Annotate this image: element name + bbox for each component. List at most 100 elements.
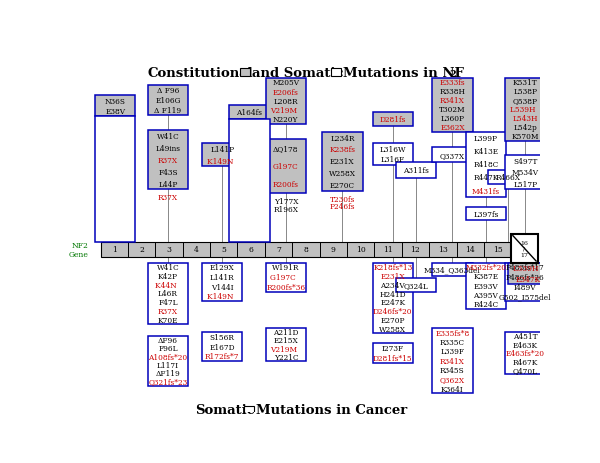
- Bar: [95, 96, 136, 117]
- Text: E167D: E167D: [209, 343, 235, 351]
- Text: L141R: L141R: [210, 274, 235, 282]
- Bar: [148, 336, 188, 386]
- Text: A451T: A451T: [513, 332, 538, 340]
- Bar: [505, 332, 545, 375]
- Text: E270P: E270P: [380, 316, 405, 325]
- Text: N36S: N36S: [105, 98, 126, 106]
- Text: A108fs*20: A108fs*20: [148, 353, 188, 361]
- Text: L399P: L399P: [474, 135, 498, 143]
- Text: W258X: W258X: [379, 325, 406, 333]
- Text: L316F: L316F: [380, 156, 405, 164]
- Text: I273F: I273F: [382, 344, 404, 352]
- Bar: [240, 69, 250, 77]
- Text: E247K: E247K: [380, 299, 406, 307]
- Text: 6: 6: [249, 246, 254, 254]
- Text: 11: 11: [383, 246, 393, 254]
- Text: R467K: R467K: [512, 358, 538, 366]
- Text: L517P: L517P: [513, 180, 538, 188]
- Text: 13: 13: [438, 246, 448, 254]
- Bar: [373, 144, 413, 165]
- Text: A311fs: A311fs: [403, 167, 429, 175]
- Text: E129X: E129X: [210, 264, 235, 272]
- Text: A211D: A211D: [273, 328, 298, 337]
- Bar: [229, 119, 269, 242]
- Text: Q324L: Q324L: [404, 282, 428, 289]
- Text: A164fs: A164fs: [236, 108, 262, 116]
- Text: K238fs: K238fs: [329, 146, 355, 154]
- Text: L49ins: L49ins: [155, 144, 181, 153]
- Text: F47L: F47L: [158, 299, 178, 307]
- Text: 7: 7: [276, 246, 281, 254]
- Bar: [229, 106, 269, 119]
- Text: W41C: W41C: [157, 133, 179, 141]
- Text: and Somatic: and Somatic: [253, 67, 344, 80]
- Text: L117I: L117I: [157, 361, 179, 369]
- Text: N220Y: N220Y: [273, 116, 299, 124]
- Bar: [322, 132, 362, 192]
- Bar: [95, 117, 136, 242]
- Bar: [266, 328, 306, 361]
- Text: ΔF96: ΔF96: [158, 336, 178, 344]
- Text: M431fs: M431fs: [472, 187, 500, 195]
- Text: E347K: E347K: [516, 275, 541, 283]
- Text: H241D: H241D: [380, 290, 406, 298]
- Text: L208R: L208R: [274, 98, 298, 106]
- Bar: [505, 263, 545, 301]
- Text: I489V: I489V: [514, 283, 536, 291]
- Bar: [373, 344, 413, 363]
- Text: E463K: E463K: [513, 341, 538, 349]
- Text: 2: 2: [449, 70, 456, 79]
- Bar: [466, 208, 506, 221]
- Bar: [101, 242, 511, 257]
- Text: E206fs: E206fs: [273, 88, 299, 96]
- Text: K387E: K387E: [473, 273, 499, 281]
- Text: M205V: M205V: [272, 79, 299, 87]
- Bar: [148, 86, 188, 115]
- Text: A234V: A234V: [380, 281, 405, 289]
- Text: 8: 8: [304, 246, 308, 254]
- Text: R424C: R424C: [473, 300, 499, 308]
- Text: Somatic: Somatic: [195, 404, 255, 417]
- Text: T302M: T302M: [439, 106, 466, 114]
- Text: L44P: L44P: [158, 180, 178, 188]
- Text: 10: 10: [356, 246, 365, 254]
- Text: S156R: S156R: [210, 333, 235, 341]
- Text: V144I: V144I: [211, 283, 233, 291]
- Text: K149N: K149N: [207, 157, 238, 165]
- Text: L539H: L539H: [514, 264, 544, 272]
- Bar: [266, 140, 306, 194]
- Text: V219M: V219M: [270, 107, 302, 115]
- Text: E215X: E215X: [274, 337, 298, 344]
- Bar: [331, 69, 341, 77]
- Text: 14: 14: [466, 246, 475, 254]
- Text: P246fs: P246fs: [329, 203, 355, 211]
- Text: Q337X: Q337X: [440, 151, 465, 159]
- Text: R37X: R37X: [158, 307, 178, 315]
- Text: W191R: W191R: [272, 264, 299, 272]
- Bar: [373, 113, 413, 127]
- Text: L316W: L316W: [379, 145, 406, 153]
- Text: E106G: E106G: [155, 97, 181, 105]
- Text: R341X: R341X: [440, 97, 465, 105]
- Bar: [466, 132, 506, 198]
- Bar: [432, 148, 473, 163]
- Text: Q470L: Q470L: [513, 366, 538, 374]
- Text: K42P: K42P: [158, 272, 178, 280]
- Text: R338H: R338H: [439, 88, 466, 96]
- Bar: [505, 79, 545, 142]
- Text: E270C: E270C: [330, 181, 355, 190]
- Text: L539H: L539H: [510, 106, 540, 114]
- Bar: [488, 171, 529, 185]
- Text: K70E: K70E: [158, 316, 178, 324]
- Text: K149N: K149N: [207, 293, 238, 300]
- Text: Q321fs*23: Q321fs*23: [148, 378, 188, 386]
- Bar: [396, 278, 436, 292]
- Text: L543H: L543H: [512, 115, 538, 123]
- Text: R335C: R335C: [440, 338, 465, 346]
- Bar: [511, 235, 538, 263]
- Text: R200fs*36: R200fs*36: [266, 283, 305, 291]
- Bar: [266, 79, 306, 125]
- Text: K218fs*13: K218fs*13: [373, 263, 412, 271]
- Text: L542p: L542p: [514, 124, 537, 132]
- Text: L397fs: L397fs: [473, 210, 499, 218]
